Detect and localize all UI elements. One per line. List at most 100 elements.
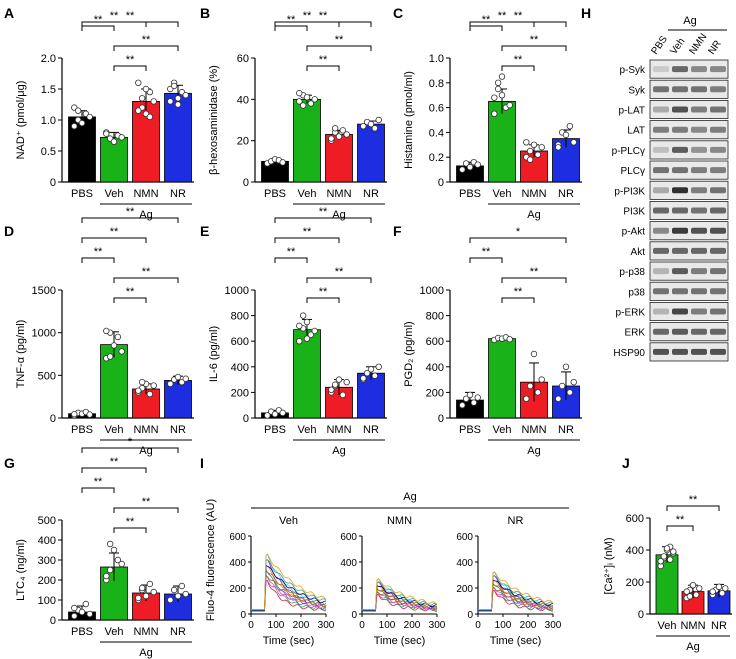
data-point-nr xyxy=(182,375,189,382)
data-point-nr xyxy=(375,363,382,370)
y-tick-label: 400 xyxy=(38,535,56,547)
significance-mark: ** xyxy=(530,266,539,278)
lane-label-pbs: PBS xyxy=(649,34,670,57)
panel-label-h: H xyxy=(581,5,591,21)
data-point-pbs xyxy=(82,600,90,608)
blot-band xyxy=(710,146,726,153)
blot-band xyxy=(653,247,669,254)
data-point-nmn xyxy=(150,588,157,596)
category-label-pbs: PBS xyxy=(71,424,93,436)
data-point-pbs xyxy=(86,113,93,121)
blot-band xyxy=(691,348,707,355)
data-point-veh xyxy=(657,558,664,565)
category-label-pbs: PBS xyxy=(459,424,481,436)
x-axis-label: Time (sec) xyxy=(263,635,315,647)
data-point-nmn xyxy=(689,582,697,589)
y-tick-label: 1.0 xyxy=(429,53,444,65)
data-point-pbs xyxy=(71,604,78,612)
category-label-pbs: PBS xyxy=(71,188,93,200)
significance-bracket xyxy=(81,447,179,453)
data-point-pbs xyxy=(271,410,279,418)
significance-mark: ** xyxy=(303,226,312,238)
significance-mark: ** xyxy=(94,14,103,26)
blot-strip-p-p38 xyxy=(649,261,729,281)
blot-band xyxy=(691,308,707,315)
y-tick-label: 0.4 xyxy=(429,127,444,139)
data-point-pbs xyxy=(279,409,286,417)
data-point-veh xyxy=(307,100,315,107)
data-point-veh xyxy=(498,73,506,80)
data-point-nmn xyxy=(138,378,146,386)
data-point-pbs xyxy=(466,391,474,399)
data-point-nmn xyxy=(135,594,142,602)
significance-mark: ** xyxy=(142,496,151,508)
y-tick-label: 400 xyxy=(229,558,246,569)
data-point-nmn xyxy=(683,588,690,595)
bar-panel-c: 0 0.2 0.4 0.6 0.8 1.0 Histamine (pmol/ml) PBS Ve… xyxy=(403,10,582,221)
x-tick-label: 300 xyxy=(318,620,335,631)
significance-mark: * xyxy=(128,436,133,448)
data-point-nmn xyxy=(135,79,142,86)
significance-bracket xyxy=(469,257,503,263)
data-point-nr xyxy=(570,139,577,146)
trace-series-8 xyxy=(251,574,327,611)
blot-row-label: LAT xyxy=(627,126,645,137)
data-point-veh xyxy=(296,98,303,105)
group-label: Ag xyxy=(527,209,540,221)
data-point-nr xyxy=(566,122,574,130)
data-point-veh xyxy=(663,545,671,552)
significance-mark: ** xyxy=(530,34,539,46)
significance-bracket xyxy=(306,297,340,303)
significance-mark: ** xyxy=(514,10,523,22)
y-tick-label: 600 xyxy=(626,513,644,525)
category-label-nmn: NMN xyxy=(326,188,351,200)
significance-mark: * xyxy=(516,226,521,238)
y-tick-label: 0 xyxy=(243,413,249,425)
data-point-veh xyxy=(118,134,125,141)
significance-bracket xyxy=(81,237,147,243)
y-tick-label: 400 xyxy=(231,362,249,374)
significance-mark: ** xyxy=(287,246,296,258)
lane-label-veh: Veh xyxy=(668,36,687,56)
significance-bracket xyxy=(81,487,115,493)
blot-band xyxy=(653,86,669,93)
blot-band xyxy=(672,268,688,275)
blot-band xyxy=(691,167,707,174)
y-tick-label: 0 xyxy=(467,610,473,621)
data-point-veh xyxy=(114,556,122,564)
y-tick-label: 200 xyxy=(426,387,444,399)
data-point-veh xyxy=(110,138,118,145)
data-point-nmn xyxy=(135,387,142,394)
data-point-veh xyxy=(296,338,303,345)
data-point-nr xyxy=(182,91,189,99)
significance-mark: ** xyxy=(335,34,344,46)
blot-band xyxy=(710,227,726,234)
data-point-pbs xyxy=(470,399,478,406)
data-point-veh xyxy=(106,566,114,574)
blot-group-label: Ag xyxy=(683,15,696,27)
group-label: Ag xyxy=(139,647,152,659)
y-tick-label: 300 xyxy=(38,555,56,567)
blot-row-label: p-p38 xyxy=(619,267,645,278)
blot-band xyxy=(710,167,726,174)
data-point-nmn xyxy=(331,381,339,388)
data-point-pbs xyxy=(462,395,470,402)
significance-mark: ** xyxy=(126,286,135,298)
blot-strip-plcγ xyxy=(649,160,729,180)
data-point-nr xyxy=(367,120,375,128)
category-label-nr: NR xyxy=(558,188,574,200)
data-point-pbs xyxy=(466,163,474,171)
data-point-nmn xyxy=(142,592,150,600)
blot-band xyxy=(672,126,688,133)
blot-band xyxy=(710,106,726,113)
data-point-veh xyxy=(494,79,502,86)
y-tick-label: 400 xyxy=(340,558,357,569)
blot-row-label: Akt xyxy=(631,247,646,258)
category-label-veh: Veh xyxy=(493,188,512,200)
subplot-axes xyxy=(477,536,553,615)
category-label-veh: Veh xyxy=(298,424,317,436)
significance-mark: ** xyxy=(319,10,328,22)
data-point-pbs xyxy=(86,411,93,418)
data-point-veh xyxy=(296,89,303,97)
